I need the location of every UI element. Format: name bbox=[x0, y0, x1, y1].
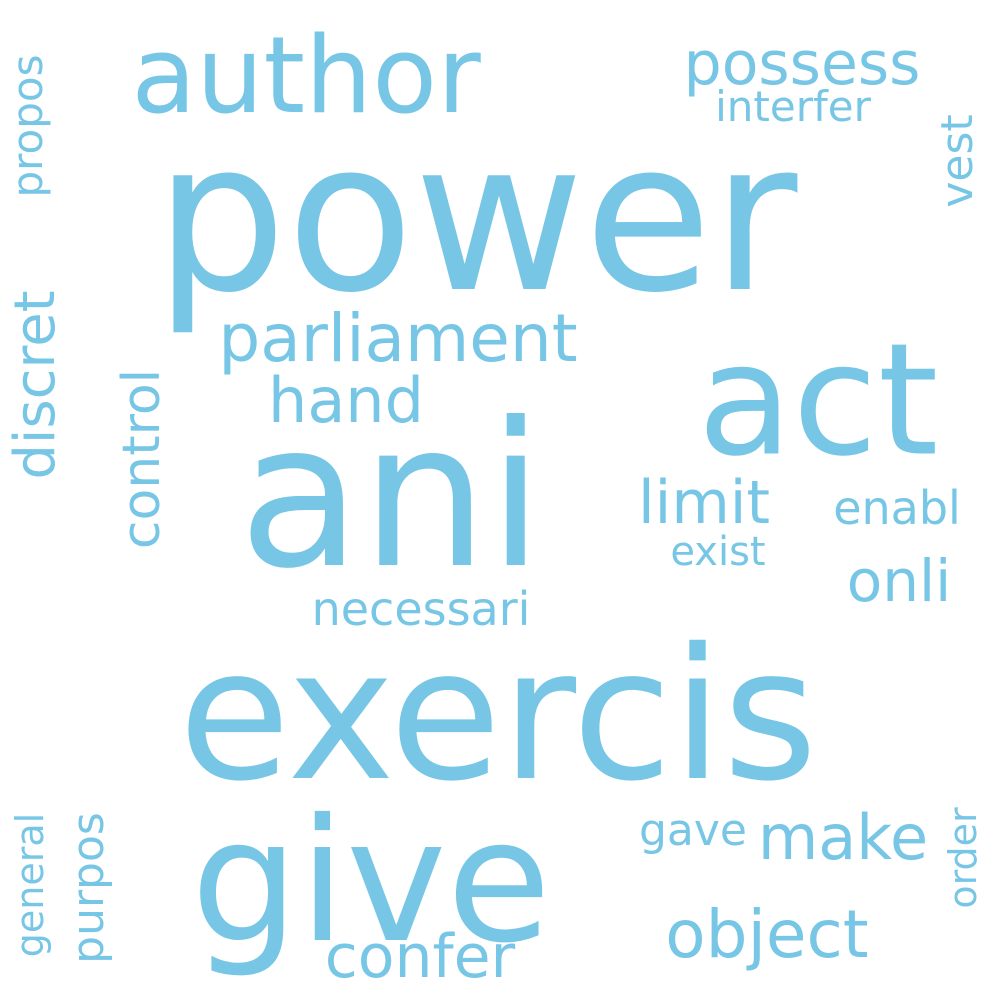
word-general: general bbox=[8, 812, 52, 958]
word-necessari: necessari bbox=[311, 582, 531, 636]
word-exercis: exercis bbox=[178, 609, 818, 821]
word-author: author bbox=[131, 14, 481, 137]
word-purpos: purpos bbox=[63, 812, 114, 964]
word-act: act bbox=[697, 309, 939, 491]
word-ani: ani bbox=[238, 380, 544, 613]
word-hand: hand bbox=[268, 364, 424, 437]
word-parliament: parliament bbox=[218, 300, 578, 377]
word-confer: confer bbox=[324, 922, 516, 992]
word-power: power bbox=[154, 97, 798, 339]
word-exist: exist bbox=[670, 529, 766, 575]
word-onli: onli bbox=[846, 547, 952, 615]
word-discret: discret bbox=[3, 290, 68, 480]
word-make: make bbox=[757, 801, 929, 874]
word-interfer: interfer bbox=[715, 82, 871, 131]
word-object: object bbox=[665, 896, 869, 973]
word-order: order bbox=[941, 807, 985, 909]
word-enabl: enabl bbox=[833, 481, 961, 535]
word-give: give bbox=[190, 783, 552, 981]
word-control: control bbox=[112, 368, 172, 550]
word-possess: possess bbox=[683, 29, 921, 99]
word-vest: vest bbox=[932, 114, 983, 208]
word-propos: propos bbox=[3, 54, 52, 198]
word-gave: gave bbox=[638, 805, 748, 856]
word-limit: limit bbox=[638, 468, 770, 538]
